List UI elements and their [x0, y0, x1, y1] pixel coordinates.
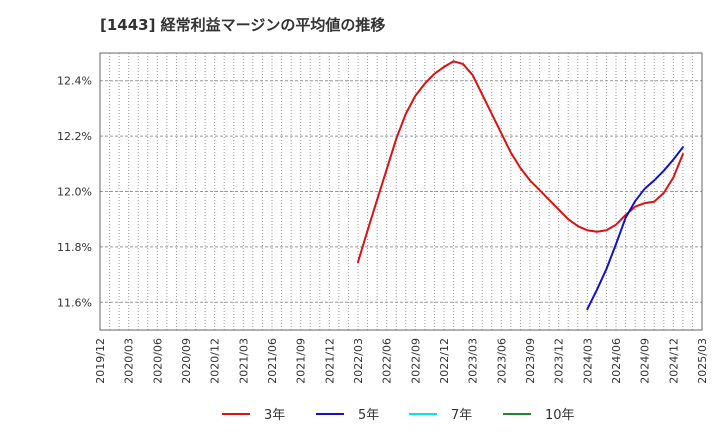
x-tick-label: 2019/12 [94, 338, 107, 384]
x-tick-label: 2022/06 [381, 338, 394, 384]
x-tick-label: 2023/09 [524, 338, 537, 384]
x-tick-label: 2020/06 [151, 338, 164, 384]
x-tick-label: 2023/03 [467, 338, 480, 384]
x-tick-label: 2022/09 [409, 338, 422, 384]
x-tick-label: 2024/09 [639, 338, 652, 384]
legend-label: 3年 [264, 408, 285, 423]
y-tick-label: 12.4% [57, 75, 92, 88]
chart-title: [1443] 経常利益マージンの平均値の推移 [100, 16, 386, 34]
x-tick-label: 2022/12 [438, 338, 451, 384]
x-tick-label: 2021/09 [295, 338, 308, 384]
x-tick-label: 2024/12 [667, 338, 680, 384]
x-tick-label: 2021/06 [266, 338, 279, 384]
x-tick-label: 2020/12 [209, 338, 222, 384]
legend-label: 10年 [545, 408, 575, 423]
x-tick-label: 2025/03 [696, 338, 709, 384]
x-tick-label: 2021/03 [237, 338, 250, 384]
x-tick-label: 2021/12 [323, 338, 336, 384]
y-tick-label: 11.6% [57, 296, 92, 309]
x-tick-label: 2023/06 [495, 338, 508, 384]
x-tick-label: 2024/06 [610, 338, 623, 384]
series-line [586, 146, 684, 311]
y-tick-label: 12.2% [57, 130, 92, 143]
x-tick-label: 2024/03 [581, 338, 594, 384]
x-tick-label: 2020/09 [180, 338, 193, 384]
plot-area-frame [99, 52, 703, 331]
legend-label: 5年 [358, 408, 379, 423]
legend-label: 7年 [451, 408, 472, 423]
y-tick-label: 11.8% [57, 241, 92, 254]
x-tick-label: 2023/12 [553, 338, 566, 384]
y-tick-label: 12.0% [57, 186, 92, 199]
x-tick-label: 2022/03 [352, 338, 365, 384]
x-tick-label: 2020/03 [123, 338, 136, 384]
